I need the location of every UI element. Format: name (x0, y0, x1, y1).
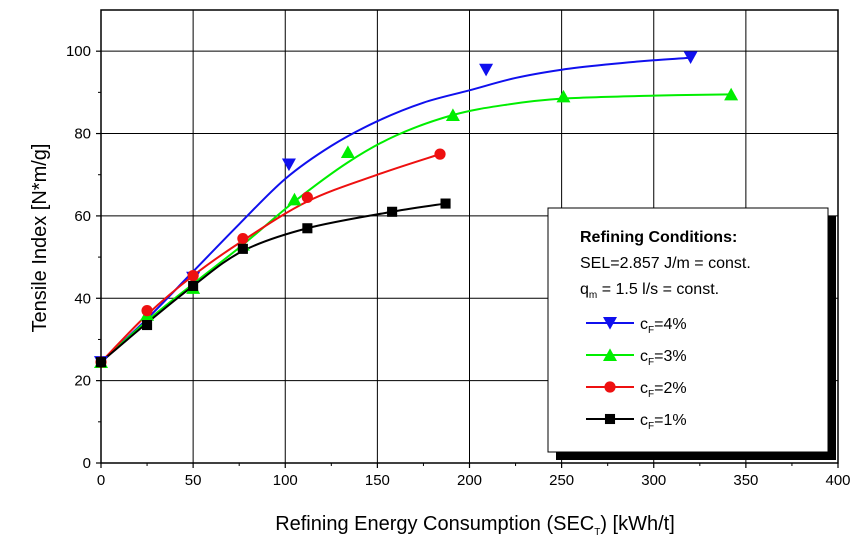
y-tick-label: 0 (83, 455, 91, 472)
x-tick-label: 400 (825, 472, 850, 489)
y-tick-label: 20 (74, 373, 91, 390)
x-tick-label: 150 (365, 472, 390, 489)
tick-labels: 0 50 100 150 200 250 300 350 400 0 20 40 60 80 100 (66, 43, 851, 489)
y-tick-label: 80 (74, 126, 91, 143)
series-3-point (187, 270, 199, 282)
legend-entry-label: cF=4% (640, 316, 687, 336)
legend-qm-line: qm = 1.5 l/s = const. (580, 281, 719, 301)
legend: Refining Conditions: SEL=2.857 J/m = con… (547, 207, 836, 460)
x-tick-label: 200 (457, 472, 482, 489)
x-tick-label: 300 (641, 472, 666, 489)
y-tick-label: 40 (74, 290, 91, 307)
x-tick-label: 0 (97, 472, 105, 489)
legend-entry-label: cF=1% (640, 412, 687, 432)
y-tick-label: 100 (66, 43, 91, 60)
x-tick-label: 100 (273, 472, 298, 489)
y-tick-label: 60 (74, 208, 91, 225)
series-1-point (479, 63, 494, 77)
y-axis-title: Tensile Index [N*m/g] (29, 144, 51, 333)
legend-sel-line: SEL=2.857 J/m = const. (580, 255, 751, 272)
series-3-point (237, 232, 249, 245)
legend-marker (604, 381, 616, 393)
series-2-point (445, 108, 460, 121)
legend-entry-label: cF=3% (640, 348, 687, 368)
x-tick-label: 50 (185, 472, 202, 489)
legend-box (547, 207, 829, 453)
series-4-point (387, 206, 398, 217)
x-tick-label: 350 (733, 472, 758, 489)
series-2-point (287, 192, 302, 206)
legend-marker (603, 317, 617, 330)
x-tick-label: 250 (549, 472, 574, 489)
legend-marker (604, 413, 616, 425)
legend-title: Refining Conditions: (580, 229, 737, 246)
series-1-point (281, 158, 296, 172)
series-2-point (556, 89, 571, 103)
series-3-fit-line (100, 153, 441, 363)
series-4-point (237, 243, 248, 254)
series-3-point (141, 305, 153, 317)
series-4-point (142, 320, 153, 331)
series-2-point (724, 87, 739, 101)
series-3-point (301, 191, 313, 203)
series-1-point (683, 51, 698, 65)
legend-entries: cF=4% cF=3% cF=2% cF=1% (586, 316, 687, 432)
axis-ticks (96, 50, 839, 468)
legend-entry-label: cF=2% (640, 380, 687, 400)
series-4-point (302, 223, 313, 234)
legend-marker (603, 348, 617, 361)
series-4-point (188, 280, 199, 291)
series-4-fit-line (100, 202, 446, 363)
x-axis-title: Refining Energy Consumption (SECT) [kWh/… (275, 513, 675, 538)
series-2-point (340, 145, 355, 159)
series-3-point (434, 148, 446, 160)
data-markers (94, 51, 739, 369)
series-4-point (440, 198, 451, 209)
